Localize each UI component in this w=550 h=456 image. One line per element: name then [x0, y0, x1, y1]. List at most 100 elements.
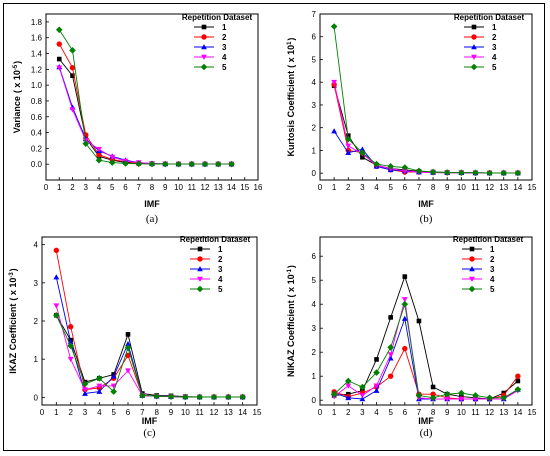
series-line	[58, 58, 232, 165]
series-line	[333, 304, 519, 399]
series-3	[331, 315, 521, 402]
x-tick-label: 8	[431, 183, 436, 192]
legend-label: 4	[222, 53, 227, 62]
x-tick-label: 14	[227, 183, 236, 192]
x-tick-label: 9	[169, 408, 174, 417]
legend-marker	[197, 276, 203, 282]
data-point	[374, 357, 379, 362]
data-point	[359, 383, 366, 391]
data-point	[188, 160, 196, 168]
y-tick-label: 4	[312, 78, 317, 87]
data-point	[110, 373, 117, 379]
data-point	[514, 169, 522, 177]
legend-label: 5	[222, 63, 227, 72]
x-tick-label: 3	[360, 183, 365, 192]
data-point	[402, 345, 408, 352]
x-tick-label: 16	[254, 183, 263, 192]
data-point	[359, 146, 366, 152]
data-point	[53, 274, 60, 280]
chart-0: 0 1 2 3 4 5 6 7 8 9 10 11 12 13 14 15 160.00.20.40.60.81…	[12, 13, 263, 225]
y-tick-label: 2	[312, 348, 317, 357]
legend-marker	[197, 246, 203, 252]
y-axis-title-close: )	[286, 38, 296, 41]
x-axis-title: IMF	[142, 416, 158, 426]
legend-label: 2	[490, 255, 495, 264]
legend-marker	[201, 54, 207, 60]
data-point	[360, 154, 365, 160]
data-point	[458, 169, 465, 177]
data-point	[500, 394, 508, 402]
data-point	[443, 169, 451, 176]
x-axis-title: IMF	[144, 199, 160, 209]
legend-label: 3	[222, 43, 227, 52]
legend-title: Repetition Dataset	[180, 235, 251, 244]
legend-marker	[469, 246, 475, 252]
x-tick-label: 14	[513, 183, 522, 192]
data-point	[96, 152, 102, 158]
legend-label: 1	[218, 245, 223, 254]
data-point	[472, 396, 479, 402]
x-tick-label: 12	[485, 408, 494, 417]
x-axis-title: IMF	[418, 416, 434, 426]
x-tick-label: 15	[528, 408, 537, 417]
data-point	[373, 383, 380, 389]
legend-label: 3	[490, 265, 495, 274]
y-axis-title-name: NIKAZ Coefficient	[286, 300, 296, 377]
y-axis-title-exponent: 1	[287, 41, 293, 45]
y-tick-label: 0.8	[31, 97, 43, 106]
y-tick-label: 1.8	[31, 18, 43, 27]
x-tick-label: 2	[70, 183, 75, 192]
x-tick-label: 12	[201, 183, 210, 192]
data-point	[122, 160, 129, 167]
data-point	[201, 160, 209, 168]
data-point	[225, 393, 232, 401]
data-point	[458, 389, 465, 397]
x-tick-label: 6	[403, 183, 408, 192]
y-tick-label: 3	[34, 279, 39, 288]
data-point	[401, 300, 409, 308]
panel-caption: (d)	[420, 427, 433, 439]
x-tick-label: 6	[123, 183, 128, 192]
x-tick-label: 7	[417, 183, 422, 192]
legend-title: Repetition Dataset	[453, 235, 524, 244]
data-point	[387, 344, 394, 351]
data-point	[196, 393, 203, 401]
x-tick-label: 11	[196, 408, 205, 417]
legend-marker	[201, 34, 207, 40]
data-point	[167, 393, 175, 400]
data-point	[373, 369, 380, 376]
data-point	[56, 56, 62, 62]
x-tick-label: 14	[238, 408, 247, 417]
legend-title: Repetition Dataset	[454, 13, 525, 22]
y-tick-label: 1.0	[31, 81, 43, 90]
x-tick-label: 1	[332, 183, 337, 192]
y-tick-label: 6	[312, 252, 317, 261]
y-tick-label: 5	[312, 276, 317, 285]
series-1	[331, 83, 521, 176]
data-point	[82, 387, 88, 393]
data-point	[69, 47, 76, 54]
series-5	[55, 26, 235, 168]
data-point	[210, 393, 218, 401]
data-point	[330, 390, 338, 398]
x-tick-label: 11	[188, 183, 197, 192]
data-point	[429, 168, 437, 176]
plot-frame	[319, 13, 533, 181]
x-tick-label: 3	[360, 408, 365, 417]
data-point	[110, 388, 117, 395]
legend-marker	[468, 285, 476, 293]
x-tick-label: 13	[214, 183, 223, 192]
data-point	[110, 383, 117, 389]
series-line	[55, 250, 243, 398]
series-line	[58, 66, 232, 165]
legend-label: 1	[222, 23, 227, 32]
x-tick-label: 8	[431, 408, 436, 417]
x-tick-label: 4	[97, 408, 102, 417]
data-point	[387, 352, 394, 358]
x-tick-label: 2	[346, 183, 351, 192]
y-axis-title-exponent: -3	[9, 272, 15, 278]
data-point	[387, 355, 394, 361]
